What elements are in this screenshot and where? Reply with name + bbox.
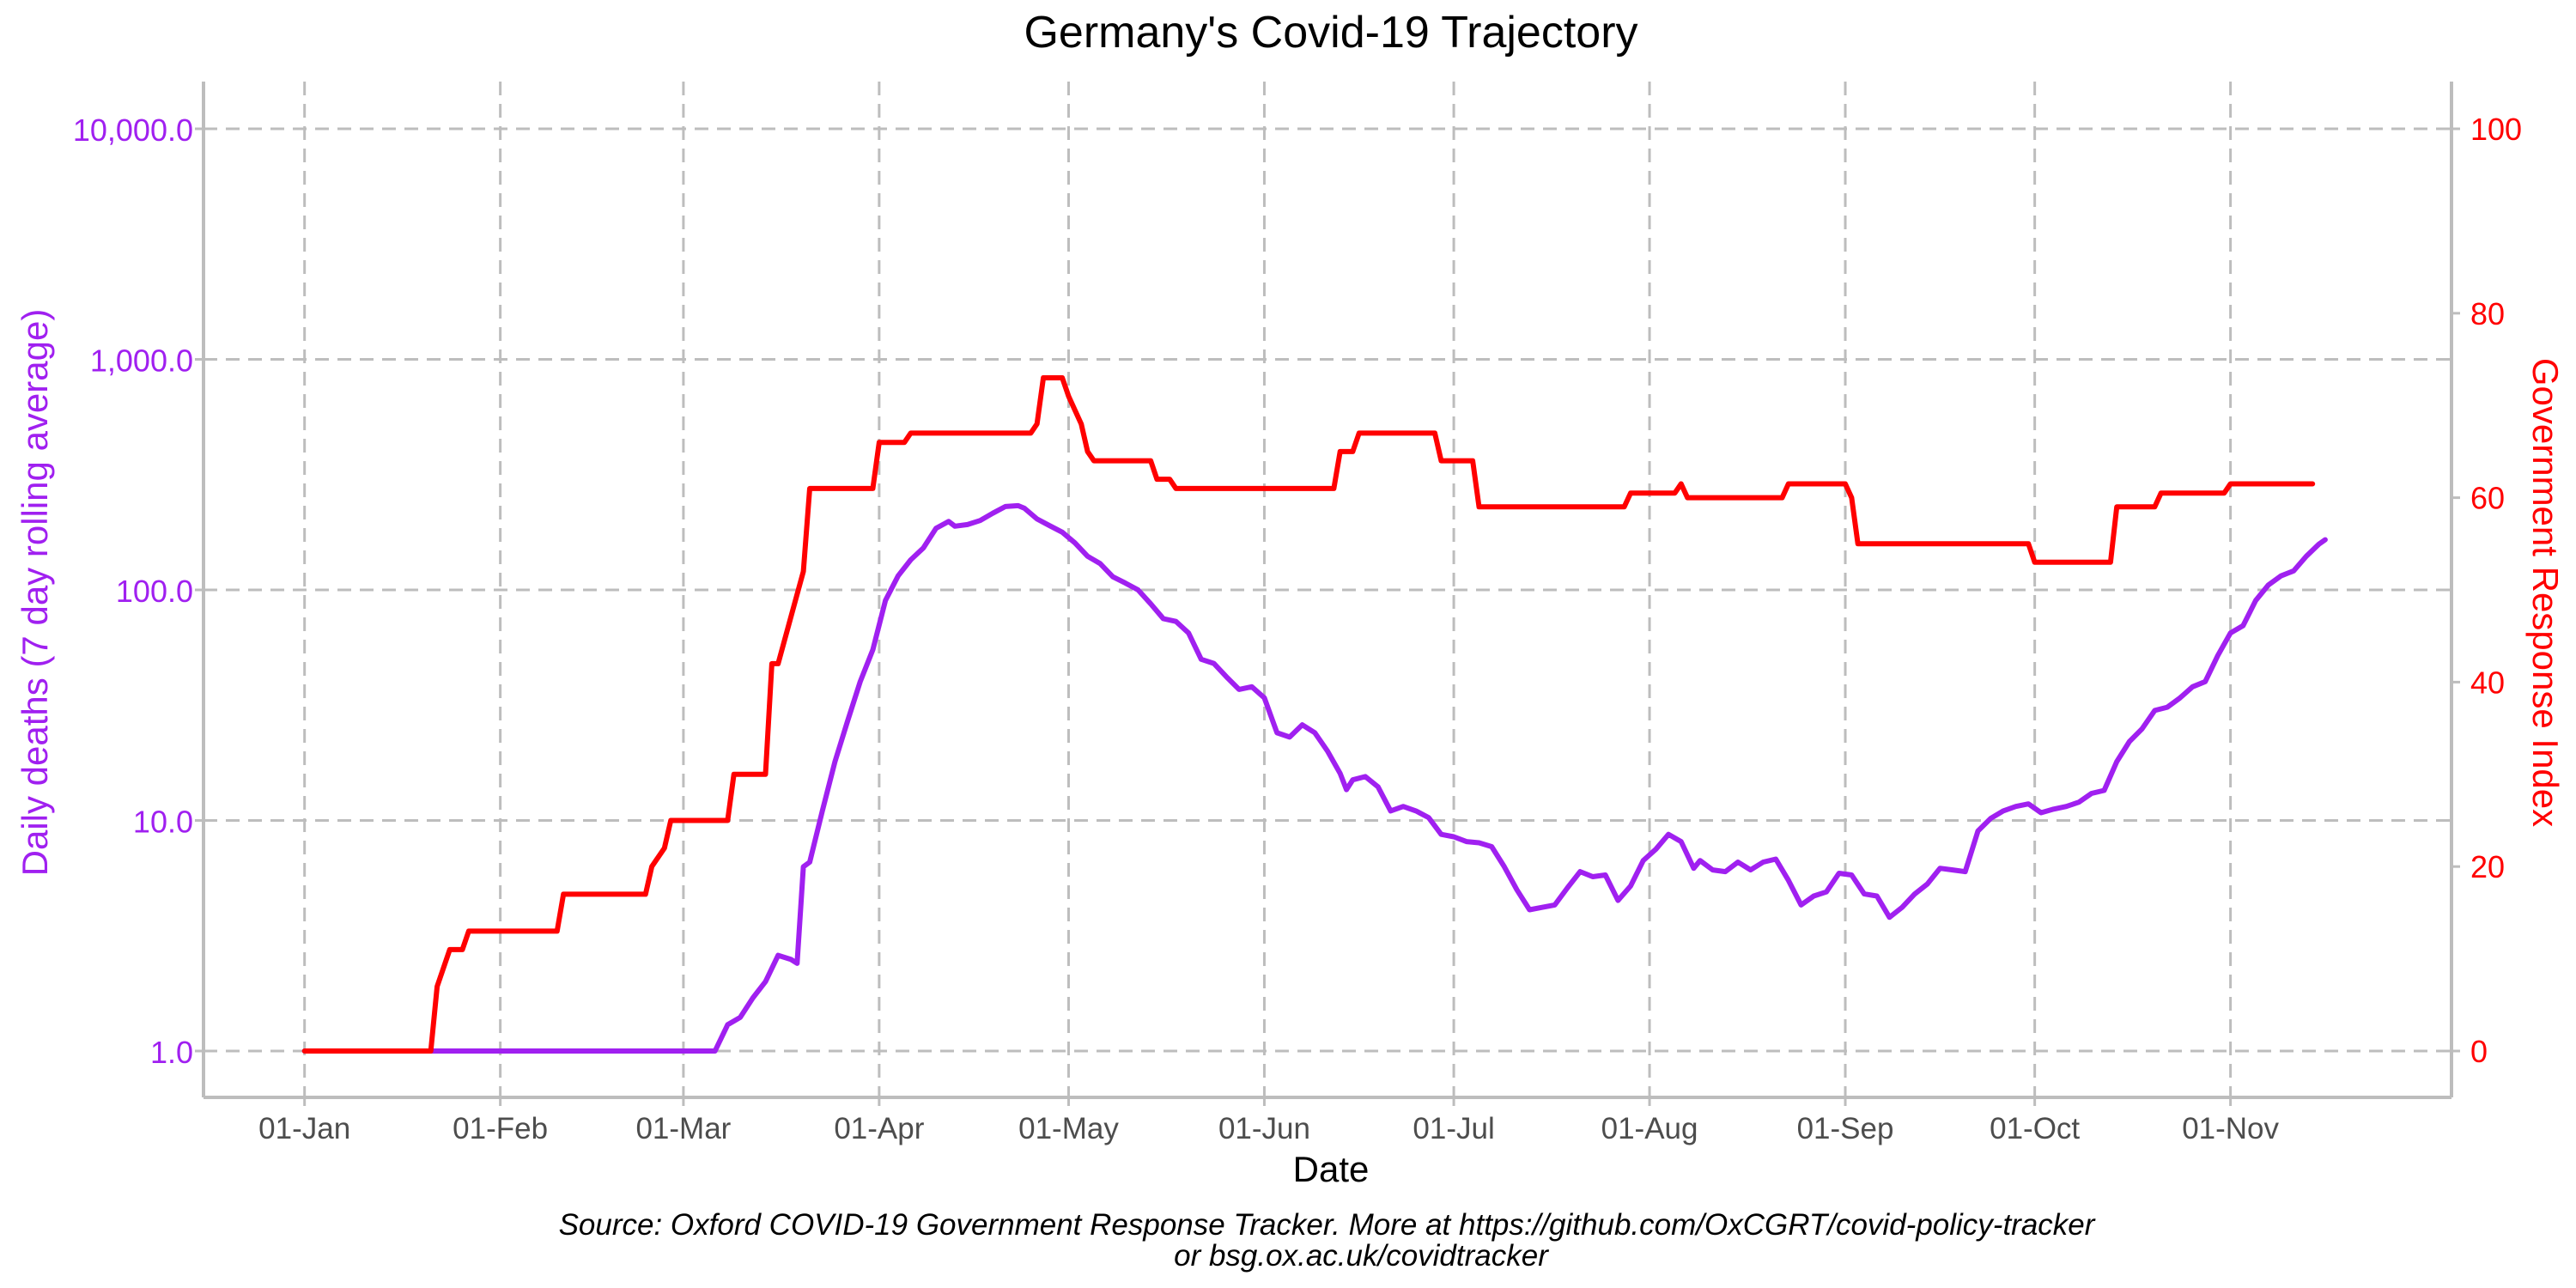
x-tick-label: 01-Aug bbox=[1601, 1112, 1698, 1145]
right-axis-label: Government Response Index bbox=[2525, 358, 2566, 827]
right-tick-label: 100 bbox=[2470, 112, 2522, 147]
left-tick-label: 100.0 bbox=[116, 574, 193, 609]
x-axis-label: Date bbox=[1293, 1149, 1370, 1189]
right-tick-label: 80 bbox=[2470, 296, 2505, 331]
caption-line-1: Source: Oxford COVID-19 Government Respo… bbox=[559, 1208, 2096, 1242]
x-tick-label: 01-Jul bbox=[1413, 1112, 1494, 1145]
left-tick-label: 10,000.0 bbox=[73, 112, 193, 148]
chart-title: Germany's Covid-19 Trajectory bbox=[1024, 8, 1637, 58]
left-axis-label: Daily deaths (7 day rolling average) bbox=[15, 309, 55, 877]
daily-deaths-line bbox=[301, 502, 2328, 1054]
right-tick-label: 20 bbox=[2470, 849, 2505, 884]
left-tick-label: 10.0 bbox=[133, 805, 193, 840]
government-response-line bbox=[301, 375, 2316, 1054]
x-tick-label: 01-Apr bbox=[834, 1112, 924, 1145]
right-tick-label: 0 bbox=[2470, 1034, 2488, 1069]
x-tick-label: 01-Nov bbox=[2182, 1112, 2279, 1145]
x-tick-label: 01-May bbox=[1018, 1112, 1119, 1145]
axes bbox=[195, 82, 2460, 1106]
right-tick-label: 40 bbox=[2470, 665, 2505, 700]
left-tick-label: 1,000.0 bbox=[90, 343, 193, 379]
x-tick-label: 01-Feb bbox=[453, 1112, 548, 1145]
x-tick-label: 01-Mar bbox=[635, 1112, 731, 1145]
series-layer bbox=[301, 375, 2328, 1054]
x-tick-label: 01-Jun bbox=[1218, 1112, 1310, 1145]
grid bbox=[204, 82, 2451, 1097]
x-tick-label: 01-Jan bbox=[258, 1112, 350, 1145]
x-tick-label: 01-Oct bbox=[1990, 1112, 2080, 1145]
left-tick-label: 1.0 bbox=[150, 1035, 193, 1070]
x-tick-label: 01-Sep bbox=[1797, 1112, 1894, 1145]
right-tick-label: 60 bbox=[2470, 481, 2505, 516]
tick-labels: 1.0 10.0 100.0 1,000.0 10,000.0 0 20 40 60 80 100 0… bbox=[73, 112, 2522, 1145]
caption-line-2: or bsg.ox.ac.uk/covidtracker bbox=[1174, 1239, 1549, 1273]
